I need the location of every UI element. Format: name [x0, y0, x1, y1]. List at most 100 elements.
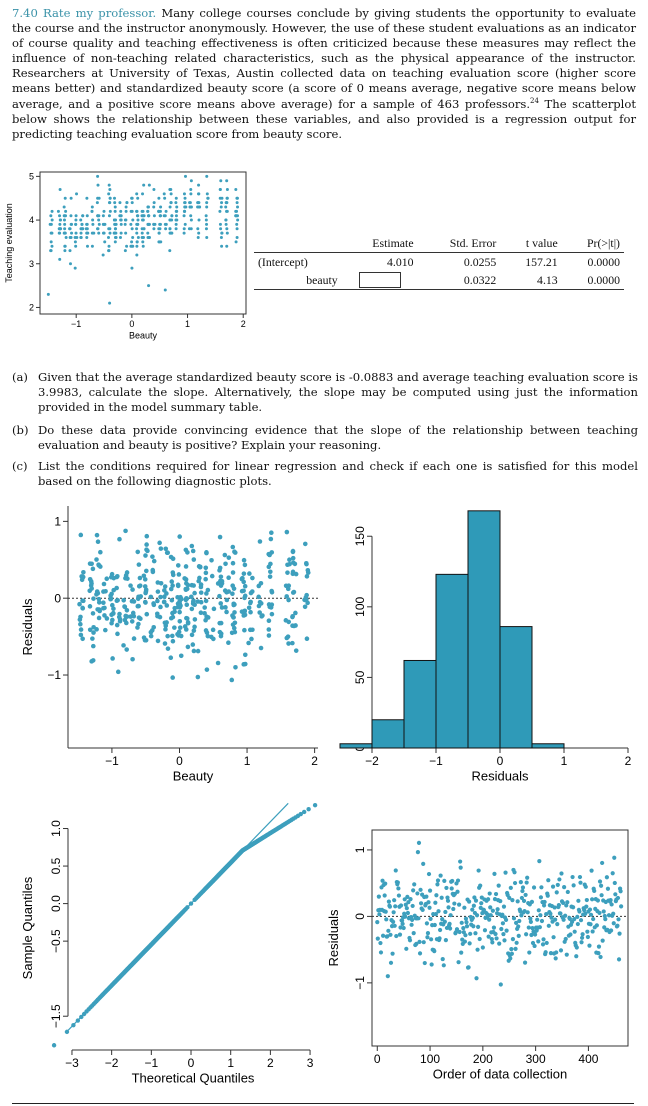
data-point — [298, 811, 303, 817]
data-point — [205, 174, 209, 178]
data-point — [222, 552, 228, 558]
data-point — [556, 903, 561, 908]
data-point — [416, 840, 422, 845]
data-point — [75, 236, 79, 240]
data-point — [130, 240, 134, 244]
data-point — [230, 591, 235, 597]
data-point — [492, 871, 497, 877]
data-point — [410, 917, 415, 922]
data-point — [184, 602, 190, 608]
data-point — [455, 889, 460, 894]
data-point — [130, 266, 134, 270]
data-point — [507, 895, 512, 900]
data-point — [225, 201, 229, 205]
data-point — [97, 196, 101, 200]
data-point — [81, 569, 86, 575]
data-point — [108, 593, 113, 599]
data-point — [592, 888, 597, 894]
data-point — [552, 905, 557, 910]
data-point — [395, 880, 400, 885]
data-point — [224, 597, 230, 603]
data-point — [101, 253, 105, 257]
data-point — [292, 561, 298, 567]
data-point — [462, 905, 467, 910]
data-point — [184, 616, 190, 621]
data-point — [150, 554, 155, 559]
data-point — [90, 244, 94, 248]
data-point — [240, 575, 245, 581]
data-point — [58, 257, 62, 261]
data-point — [58, 214, 62, 218]
data-point — [467, 899, 472, 904]
data-point — [163, 196, 167, 200]
data-point — [49, 240, 53, 244]
data-point — [158, 546, 164, 551]
data-point — [113, 236, 117, 240]
data-point — [80, 636, 85, 642]
data-point — [79, 218, 83, 222]
data-point — [110, 617, 115, 623]
data-point — [218, 196, 222, 200]
data-point — [198, 590, 204, 595]
data-point — [376, 894, 381, 899]
data-point — [205, 236, 209, 240]
data-point — [377, 912, 382, 917]
data-point — [75, 1018, 81, 1023]
data-point — [202, 605, 207, 610]
data-point — [107, 244, 111, 248]
data-point — [606, 913, 612, 918]
data-point — [482, 928, 488, 933]
data-point — [168, 249, 172, 253]
data-point — [136, 214, 140, 218]
data-point — [136, 583, 142, 589]
data-point — [152, 187, 156, 191]
data-point — [140, 209, 144, 213]
question-label: (b) — [12, 423, 29, 437]
x-axis-label: Beauty — [129, 331, 158, 341]
data-point — [409, 922, 414, 927]
data-point — [474, 976, 479, 981]
data-point — [610, 871, 615, 876]
data-point — [218, 222, 222, 226]
data-point — [148, 629, 154, 635]
y-tick-label: 100 — [353, 596, 367, 616]
teaching-eval-scatterplot: −1 0 1 2 2 3 4 5 Beauty Teaching evaluation — [4, 171, 247, 341]
data-point — [182, 576, 187, 581]
data-point — [266, 633, 272, 638]
data-point — [443, 938, 448, 943]
data-point — [236, 218, 240, 222]
data-point — [435, 878, 441, 883]
data-point — [577, 909, 582, 914]
data-point — [124, 647, 130, 652]
data-point — [70, 231, 74, 235]
data-point — [256, 603, 262, 609]
data-point — [380, 933, 386, 938]
data-point — [407, 938, 413, 943]
data-point — [115, 631, 120, 637]
data-point — [219, 179, 223, 183]
data-point — [96, 174, 100, 178]
data-point — [152, 227, 156, 231]
data-point — [164, 620, 169, 625]
data-point — [107, 192, 111, 196]
data-point — [182, 214, 186, 218]
data-point — [62, 214, 66, 218]
data-point — [142, 584, 148, 589]
data-point — [97, 222, 101, 226]
data-point — [79, 1014, 84, 1020]
data-point — [561, 917, 566, 922]
data-point — [448, 913, 453, 918]
data-point — [203, 565, 209, 571]
data-point — [165, 633, 170, 639]
data-point — [459, 950, 464, 955]
data-point — [422, 960, 427, 966]
data-point — [58, 218, 62, 222]
data-point — [512, 880, 518, 886]
data-point — [521, 898, 527, 904]
data-point — [113, 205, 117, 209]
data-point — [236, 205, 240, 209]
data-point — [68, 227, 72, 231]
problem-text-after: The scatterplot below shows the relation… — [12, 96, 636, 141]
x-tick-label: 1 — [561, 754, 568, 768]
data-point — [94, 627, 99, 632]
